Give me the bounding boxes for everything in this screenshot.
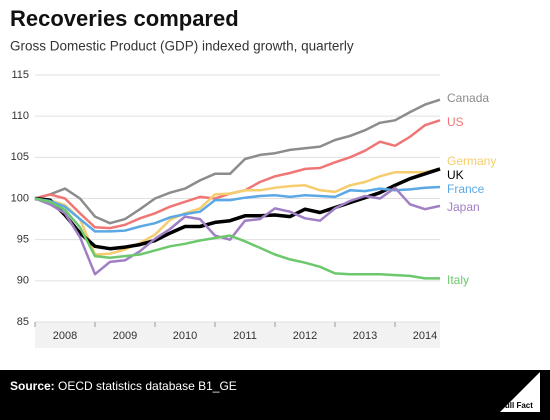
x-tick-label: 2014: [413, 330, 437, 342]
series-line: [34, 98, 441, 225]
series-label: UK: [447, 168, 464, 182]
series-label: Canada: [447, 91, 489, 105]
y-tick-label: 95: [17, 234, 29, 246]
source: Source: OECD statistics database B1_GE: [10, 379, 237, 393]
chart-subtitle: Gross Domestic Product (GDP) indexed gro…: [10, 39, 354, 54]
series-line: [34, 197, 440, 280]
chart-title: Recoveries compared: [10, 6, 239, 31]
x-tick-label: 2011: [233, 330, 257, 342]
footer: [0, 370, 550, 420]
series-line: [34, 186, 441, 276]
y-tick-label: 105: [11, 151, 29, 163]
y-tick-label: 100: [11, 192, 29, 204]
y-tick-label: 90: [17, 275, 29, 287]
logo-shape: [500, 372, 540, 412]
x-tick-label: 2009: [113, 330, 137, 342]
series-label: Japan: [447, 200, 480, 214]
logo-text: Full Fact: [500, 401, 533, 410]
series-label: Italy: [447, 273, 469, 287]
x-tick-label: 2008: [53, 330, 77, 342]
series-line: [34, 167, 441, 251]
y-tick-label: 85: [17, 316, 29, 328]
y-tick-label: 115: [11, 69, 29, 81]
x-tick-label: 2012: [293, 330, 317, 342]
source-text: OECD statistics database B1_GE: [58, 379, 237, 393]
series-label: US: [447, 115, 464, 129]
series-line: [34, 119, 441, 230]
x-tick-label: 2013: [353, 330, 377, 342]
x-axis-band: [35, 322, 440, 348]
series-line: [34, 167, 441, 256]
series-label: Germany: [447, 154, 496, 168]
series-label: France: [447, 182, 485, 196]
plot: 85 90 95 100 105 110 115 2008 2009 2010 2011 2012 20…: [11, 69, 497, 342]
y-tick-label: 110: [11, 110, 29, 122]
series-line: [34, 185, 441, 233]
source-label: Source:: [10, 379, 55, 393]
x-tick-label: 2010: [173, 330, 197, 342]
